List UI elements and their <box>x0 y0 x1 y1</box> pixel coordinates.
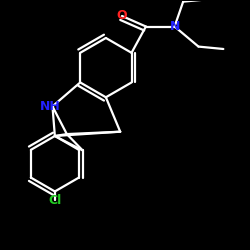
Text: NH: NH <box>40 100 60 113</box>
Text: O: O <box>117 10 127 22</box>
Text: Cl: Cl <box>48 194 62 206</box>
Text: N: N <box>170 20 180 33</box>
